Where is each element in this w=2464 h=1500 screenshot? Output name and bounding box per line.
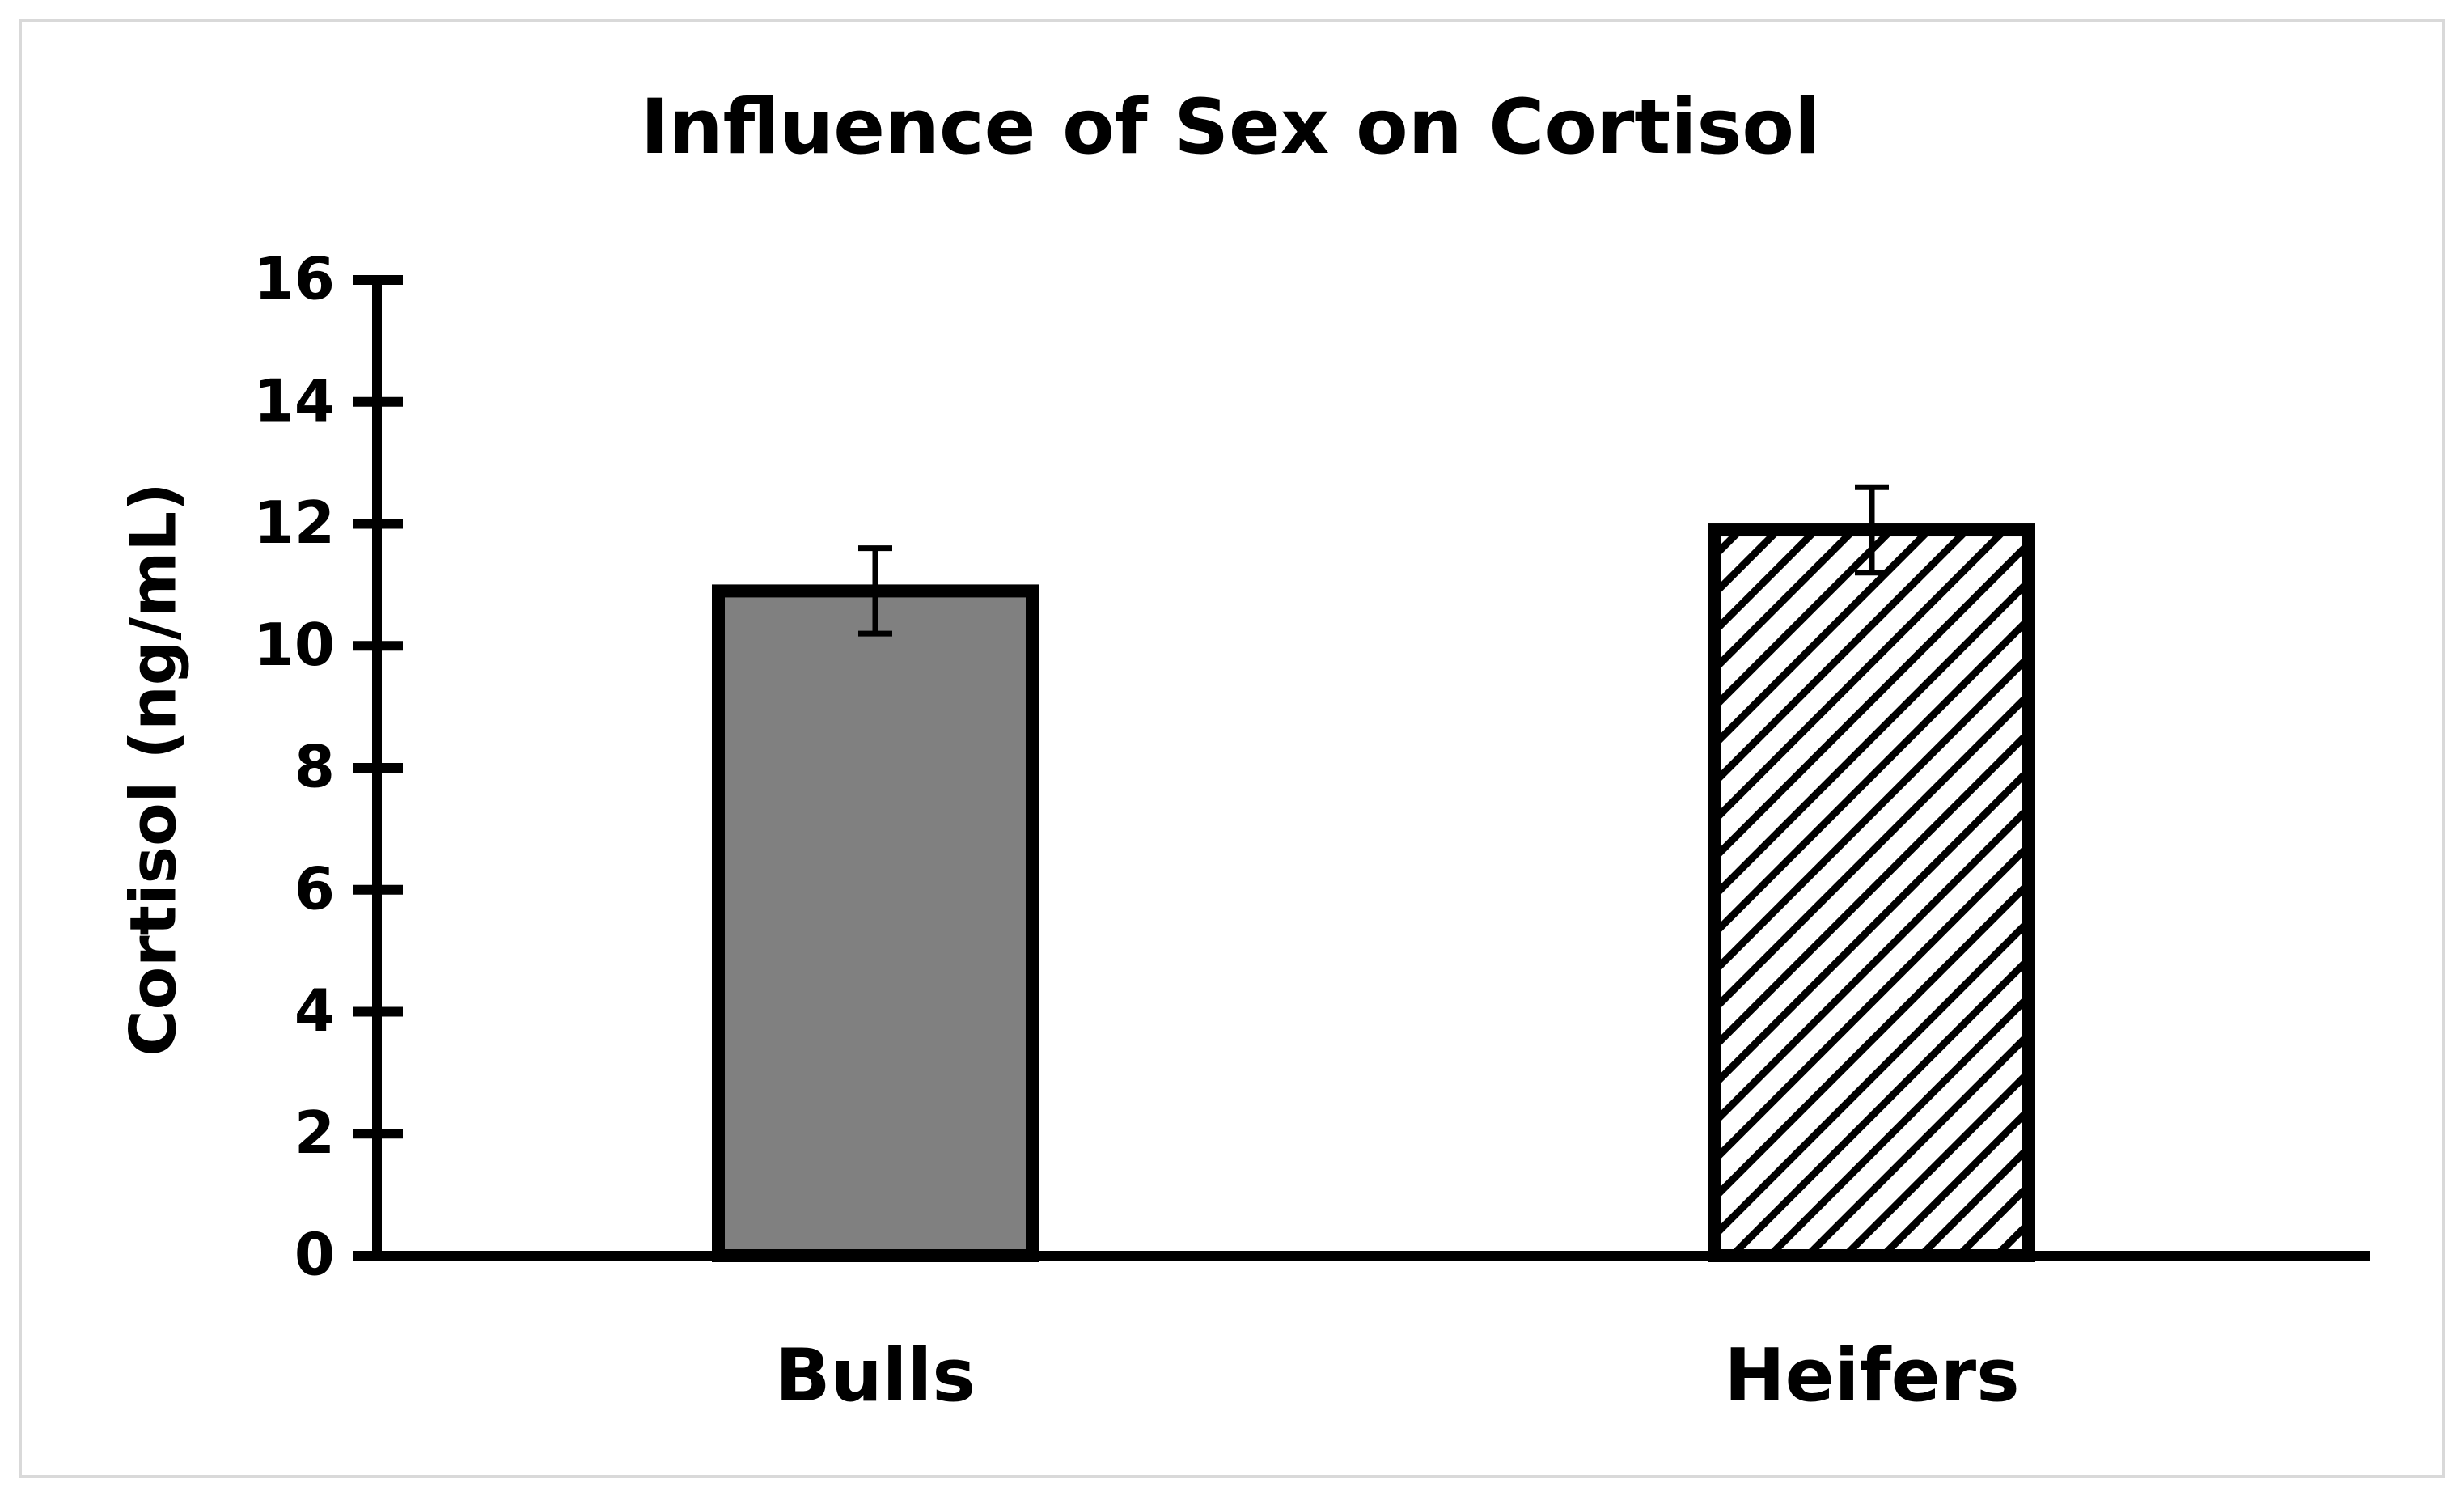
y-tick-label: 12 (254, 489, 335, 557)
chart-title: Influence of Sex on Cortisol (641, 83, 1820, 172)
y-tick-label: 2 (294, 1099, 335, 1167)
x-tick-label: Bulls (775, 1333, 976, 1418)
y-tick-label: 10 (254, 611, 335, 679)
x-tick-label: Heifers (1724, 1333, 2019, 1418)
y-tick-label: 6 (294, 854, 335, 922)
y-tick-label: 0 (294, 1221, 335, 1289)
bar (712, 584, 1039, 1262)
bar (1708, 523, 2035, 1262)
y-axis-label: Cortisol (ng/mL) (117, 482, 190, 1056)
y-tick-label: 14 (254, 367, 335, 434)
y-tick-label: 4 (294, 977, 335, 1044)
chart-border (19, 19, 2445, 1478)
y-tick-label: 8 (294, 733, 335, 801)
y-tick-label: 16 (254, 245, 335, 313)
